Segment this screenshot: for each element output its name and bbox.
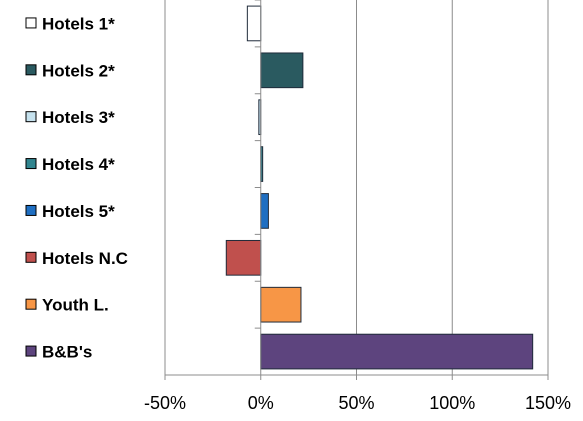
x-tick-label: -50% bbox=[144, 393, 186, 413]
legend-swatch bbox=[25, 251, 37, 263]
category-label: B&B's bbox=[42, 343, 92, 362]
bars bbox=[225, 5, 534, 370]
category-label: Hotels 3* bbox=[42, 108, 115, 127]
legend-swatch bbox=[25, 111, 37, 123]
legend-swatch bbox=[25, 64, 37, 76]
legend-swatch bbox=[25, 17, 37, 29]
bar bbox=[260, 52, 304, 89]
bar bbox=[260, 193, 269, 229]
bar bbox=[246, 5, 262, 42]
legend-swatch bbox=[25, 298, 37, 310]
bar bbox=[260, 286, 302, 323]
value-axis-ticks: -50% 0% 50% 100% 150% bbox=[144, 375, 571, 413]
x-tick-label: 150% bbox=[525, 393, 571, 413]
category-label: Hotels 1* bbox=[42, 14, 115, 33]
category-labels: Hotels 1* Hotels 2* Hotels 3* Hotels 4* Hote… bbox=[25, 14, 128, 362]
category-label: Hotels 4* bbox=[42, 155, 115, 174]
x-tick-label: 0% bbox=[248, 393, 274, 413]
bar bbox=[260, 333, 534, 370]
x-tick-label: 100% bbox=[429, 393, 475, 413]
legend-swatch bbox=[25, 345, 37, 357]
gridlines bbox=[164, 0, 549, 375]
category-label: Hotels 2* bbox=[42, 61, 115, 80]
category-label: Hotels N.C bbox=[42, 249, 128, 268]
bar bbox=[225, 239, 262, 276]
legend-swatch bbox=[25, 204, 37, 216]
category-label: Hotels 5* bbox=[42, 202, 115, 221]
x-tick-label: 50% bbox=[338, 393, 374, 413]
legend-swatch bbox=[25, 158, 37, 170]
category-label: Youth L. bbox=[42, 296, 109, 315]
